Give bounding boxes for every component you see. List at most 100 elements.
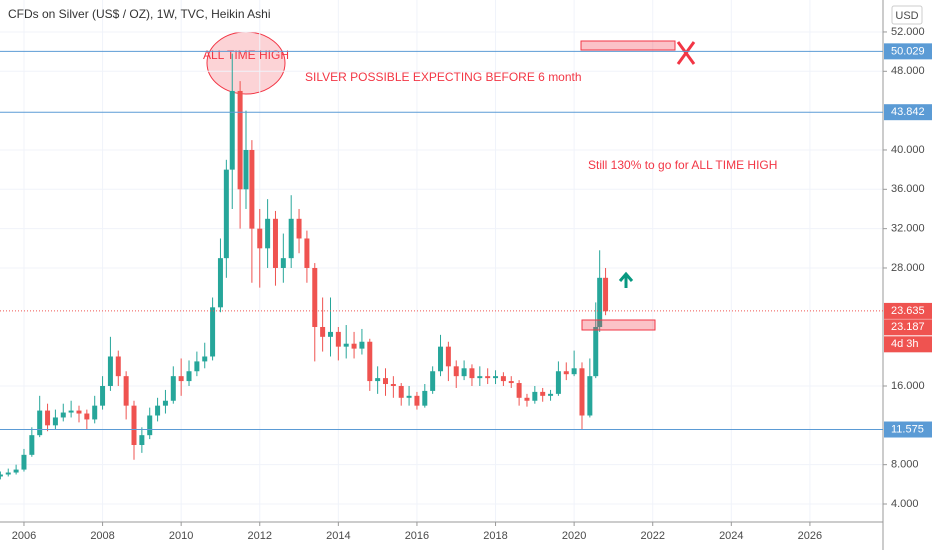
candle-body [320, 326, 326, 337]
support-box [581, 319, 656, 331]
y-tick-label: 16.000 [891, 380, 925, 392]
candle-body [229, 90, 235, 170]
candle-body [461, 368, 467, 377]
candle-body [438, 346, 444, 372]
level-label-box [884, 421, 932, 438]
candle-body [563, 371, 569, 375]
cross-icon [676, 41, 696, 65]
currency-box [891, 5, 923, 25]
candle-body [571, 368, 577, 375]
candle-body [21, 454, 27, 470]
candle-body [500, 376, 506, 382]
x-tick-label: 2024 [719, 530, 743, 542]
x-tick-label: 2012 [248, 530, 272, 542]
x-tick-label: 2018 [483, 530, 507, 542]
candle-body [202, 356, 208, 362]
candle-body [45, 410, 51, 426]
candle-body [178, 376, 184, 382]
candle-body [469, 368, 475, 379]
candle-body [272, 218, 278, 268]
x-tick-label: 2008 [90, 530, 114, 542]
x-tick-label: 2010 [169, 530, 193, 542]
level-label-box [884, 43, 932, 60]
candle-body [92, 405, 98, 420]
candle-body [76, 410, 82, 414]
candle-body [390, 384, 396, 386]
candle-body [312, 267, 318, 327]
candle-body [477, 376, 483, 379]
candle-body [603, 277, 609, 312]
candle-body [597, 277, 603, 327]
candle-body [100, 385, 106, 406]
candle-body [223, 169, 229, 259]
candle-body [383, 378, 389, 385]
chart-title: CFDs on Silver (US$ / OZ), 1W, TVC, Heik… [8, 7, 271, 21]
candle-body [587, 376, 593, 416]
up-arrow [618, 271, 634, 288]
x-tick-label: 2022 [640, 530, 664, 542]
y-tick-label: 40.000 [891, 144, 925, 156]
plot [0, 0, 883, 522]
candle-body [147, 415, 153, 436]
candle-body [359, 341, 365, 349]
candle-body [68, 410, 74, 413]
currency: USD [895, 10, 918, 22]
candle-body [0, 474, 3, 477]
countdown-box [884, 336, 932, 353]
candle-body [532, 391, 538, 401]
candle-body [430, 371, 436, 391]
x-tick-label: 2014 [326, 530, 350, 542]
y-tick-label: 52.000 [891, 26, 925, 38]
level-label: 50.029 [891, 45, 925, 57]
candle-body [296, 218, 302, 239]
candle-body [327, 331, 333, 337]
candle-body [249, 149, 255, 229]
candle-body [540, 391, 546, 396]
candle-body [579, 368, 585, 416]
candle-body [445, 346, 451, 367]
candle-body [493, 376, 499, 379]
candle-body [288, 218, 294, 259]
candle-body [555, 371, 561, 394]
candle-body [115, 356, 121, 377]
candle-body [548, 393, 554, 396]
candle-body [194, 361, 200, 372]
y-tick-label: 32.000 [891, 223, 925, 235]
candle-body [265, 218, 271, 249]
candle-body [414, 395, 420, 406]
candle-body [131, 405, 137, 445]
candle-body [485, 376, 491, 379]
candle-body [123, 376, 129, 406]
x-tick-label: 2026 [798, 530, 822, 542]
candle-body [13, 469, 19, 473]
candle-body [257, 228, 263, 249]
candle-body [406, 395, 412, 398]
candle-body [280, 258, 286, 268]
candle-body [453, 366, 459, 377]
candle-body [237, 90, 243, 190]
y-tick-label: 4.000 [891, 498, 919, 510]
candle-body [5, 472, 11, 475]
candle-body [210, 307, 216, 357]
level-label: 43.842 [891, 106, 925, 118]
candle-body [304, 238, 310, 268]
candle-body [422, 390, 428, 406]
price-label-box [884, 319, 932, 336]
candle-body [398, 385, 404, 398]
candle-body [593, 326, 599, 377]
x-tick-label: 2016 [405, 530, 429, 542]
countdown-label: 4d 3h [891, 338, 919, 350]
annotation: SILVER POSSIBLE EXPECTING BEFORE 6 month [305, 70, 582, 84]
ath-ellipse [206, 31, 286, 95]
price-label-box [884, 302, 932, 319]
candle-body [155, 405, 161, 416]
y-tick-label: 28.000 [891, 262, 925, 274]
annotation: ALL TIME HIGH [203, 48, 289, 62]
candle-body [29, 435, 35, 455]
candle-body [367, 341, 373, 382]
x-tick-label: 2020 [562, 530, 586, 542]
candle-body [186, 371, 192, 382]
y-tick-label: 36.000 [891, 183, 925, 195]
